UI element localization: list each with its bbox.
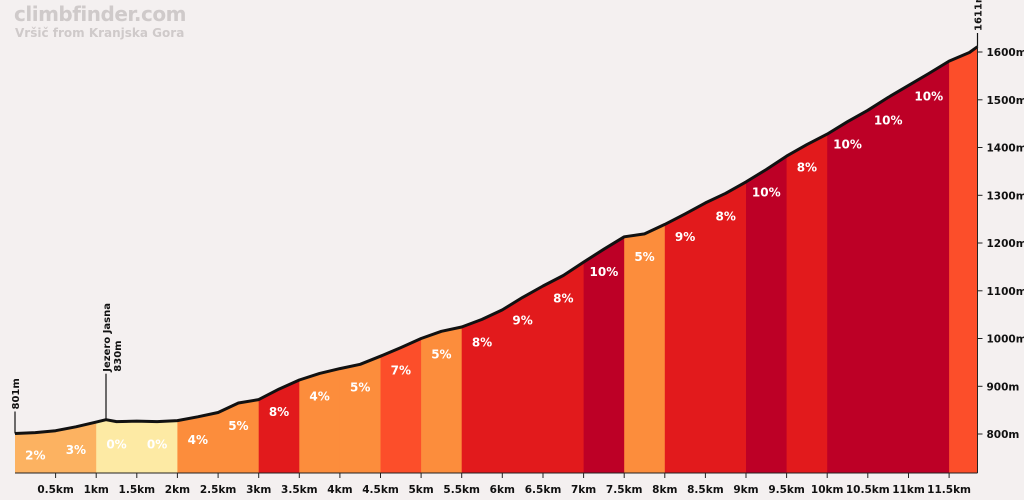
grade-segment (258, 46, 300, 473)
grade-label: 5% (228, 419, 248, 433)
y-tick-label: 1200m (987, 238, 1024, 250)
y-axis-ticks: 800m 900m 1000m 1100m 1200m 1300m 1400m 1500m 16… (977, 47, 1024, 441)
y-tick-label: 1600m (987, 47, 1024, 59)
grade-segment (502, 46, 544, 473)
grade-label: 10% (752, 186, 781, 200)
chart-subtitle: Vršič from Kranjska Gora (15, 26, 185, 40)
x-tick-label: 5km (408, 484, 433, 496)
x-tick-label: 9.5km (768, 484, 805, 496)
grade-label: 9% (675, 230, 695, 244)
grade-segment (380, 46, 422, 473)
elevation-profile-line (14, 45, 979, 435)
y-tick-label: 1300m (987, 190, 1024, 202)
x-tick-label: 1km (84, 484, 109, 496)
y-tick-label: 1500m (987, 95, 1024, 107)
grade-label: 10% (833, 138, 862, 152)
grade-segment (786, 46, 828, 473)
grade-label: 8% (269, 405, 289, 419)
y-tick-label: 1400m (987, 143, 1024, 155)
marker-label: Jezero Jasna (102, 303, 113, 373)
grade-segment (867, 46, 909, 473)
x-tick-label: 8km (652, 484, 677, 496)
grade-label: 4% (188, 433, 208, 447)
grade-label: 10% (590, 265, 619, 279)
x-tick-label: 1.5km (119, 484, 156, 496)
grade-segment (949, 46, 978, 473)
grade-label: 10% (914, 90, 943, 104)
grade-label: 8% (797, 161, 817, 175)
grade-segment (746, 46, 788, 473)
grade-segment (136, 46, 178, 473)
grade-label: 10% (874, 113, 903, 127)
x-tick-label: 0.5km (37, 484, 74, 496)
x-tick-label: 11.5km (927, 484, 971, 496)
grade-label: 5% (350, 380, 370, 394)
grade-labels: 2% 3% 0% 0% 4% 5% 8% 4% 5% 7% 5% 8% 9% 8% 10% 5% 9% 8% 10%… (25, 90, 943, 463)
x-tick-label: 9km (733, 484, 758, 496)
x-axis-ticks: 0.5km 1km 1.5km 2km 2.5km 3km 3.5km 4km 4.5km 5km… (37, 473, 971, 496)
grade-segment (421, 46, 463, 473)
x-tick-label: 5.5km (443, 484, 480, 496)
x-tick-label: 10km (811, 484, 844, 496)
grade-label: 5% (634, 250, 654, 264)
x-tick-label: 6km (490, 484, 515, 496)
y-tick-label: 800m (987, 429, 1020, 441)
grade-label: 9% (512, 313, 532, 327)
y-tick-label: 1100m (987, 286, 1024, 298)
grade-label: 3% (66, 443, 86, 457)
brand-watermark: climbfinder.com (14, 2, 186, 26)
x-tick-label: 8.5km (687, 484, 724, 496)
x-tick-label: 11km (892, 484, 925, 496)
x-tick-label: 7km (571, 484, 596, 496)
marker-label: 801m (11, 378, 22, 409)
x-tick-label: 7.5km (606, 484, 643, 496)
grade-segment (583, 46, 625, 473)
grade-label: 0% (106, 438, 126, 452)
x-tick-label: 3km (246, 484, 271, 496)
x-tick-label: 6.5km (525, 484, 562, 496)
grade-segment (908, 46, 950, 473)
grade-label: 8% (472, 335, 492, 349)
grade-segment (177, 46, 219, 473)
grade-label: 2% (25, 449, 45, 463)
elevation-markers: 801m Jezero Jasna 830m 1611m (11, 0, 985, 434)
grade-label: 5% (431, 347, 451, 361)
grade-segment (55, 46, 97, 473)
grade-segment (543, 46, 585, 473)
marker-sublabel: 830m (113, 340, 124, 371)
x-tick-label: 4.5km (362, 484, 399, 496)
x-tick-label: 4km (327, 484, 352, 496)
y-tick-label: 1000m (987, 334, 1024, 346)
grade-label: 8% (716, 209, 736, 223)
grade-segment (96, 46, 138, 473)
grade-label: 0% (147, 438, 167, 452)
grade-label: 8% (553, 292, 573, 306)
grade-segment (827, 46, 869, 473)
grade-segment (339, 46, 382, 473)
y-tick-label: 900m (987, 381, 1020, 393)
grade-segment (705, 46, 747, 473)
x-tick-label: 2.5km (200, 484, 237, 496)
marker-label: 1611m (974, 0, 985, 31)
x-tick-label: 3.5km (281, 484, 318, 496)
grade-segment (461, 46, 503, 473)
grade-segments (15, 46, 978, 473)
x-tick-label: 2km (165, 484, 190, 496)
grade-label: 4% (309, 389, 329, 403)
grade-label: 7% (391, 364, 411, 378)
x-tick-label: 10.5km (846, 484, 890, 496)
